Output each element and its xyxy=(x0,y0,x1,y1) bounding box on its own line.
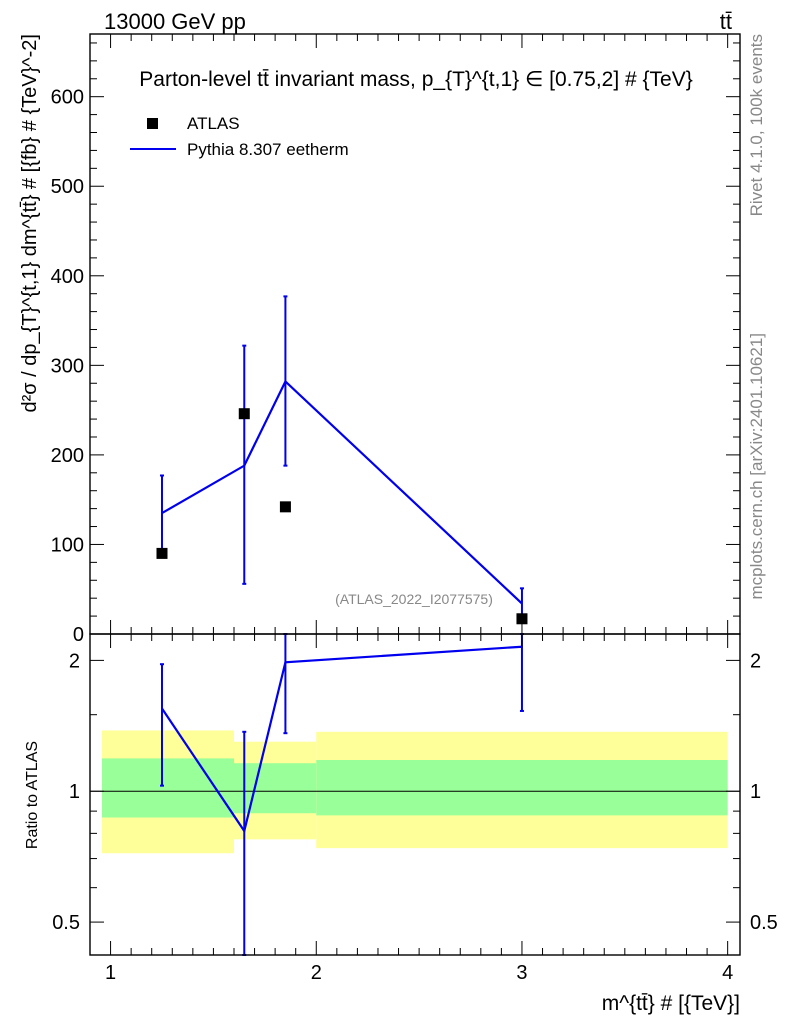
legend-atlas-label: ATLAS xyxy=(187,114,240,133)
atlas-data-point xyxy=(516,613,528,625)
main-y-tick-label: 0 xyxy=(73,624,84,646)
pythia-series-line xyxy=(161,379,523,605)
ratio-bands xyxy=(90,730,740,854)
energy-label: 13000 GeV pp xyxy=(104,9,246,34)
ratio-y-tick-label-right: 1 xyxy=(750,781,761,803)
uncertainty-band-green-1 xyxy=(233,763,317,814)
rivet-label: Rivet 4.1.0, 100k events xyxy=(747,34,766,216)
main-y-axis-label: d²σ / dp_{T}^{t,1} dm^{tt̄} # [{fb} # {T… xyxy=(19,34,41,413)
main-y-tick-label: 300 xyxy=(51,355,84,377)
ratio-panel-content xyxy=(159,633,524,956)
ratio-axes: 0.5 0.5 1 1 2 2 1 2 3 4 xyxy=(52,634,778,984)
ratio-y-tick-label-right: 0.5 xyxy=(750,912,778,934)
atlas-data-point xyxy=(156,547,168,559)
x-tick-label: 3 xyxy=(516,962,527,984)
x-tick-label: 1 xyxy=(105,962,116,984)
x-tick-label: 4 xyxy=(722,962,733,984)
main-y-tick-label: 400 xyxy=(51,266,84,288)
atlas-data-point xyxy=(238,408,250,420)
ratio-panel-frame xyxy=(89,633,741,956)
main-y-tick-label: 600 xyxy=(51,87,84,109)
ratio-y-tick-label-right: 2 xyxy=(750,650,761,672)
ratio-y-tick-label: 2 xyxy=(69,650,80,672)
main-y-tick-label: 500 xyxy=(51,176,84,198)
x-tick-label: 2 xyxy=(311,962,322,984)
ratio-series-line xyxy=(161,645,523,834)
ratio-y-tick-label: 0.5 xyxy=(52,912,80,934)
ratio-y-axis-label: Ratio to ATLAS xyxy=(24,741,41,849)
process-label: tt̄ xyxy=(720,9,732,34)
main-y-tick-label: 100 xyxy=(51,534,84,556)
analysis-watermark: (ATLAS_2022_I2077575) xyxy=(335,591,493,607)
uncertainty-band-green-2 xyxy=(316,759,728,816)
legend-atlas-marker xyxy=(147,118,158,129)
main-axes: 0 100 200 300 400 500 600 xyxy=(51,34,740,646)
uncertainty-band-green-0 xyxy=(102,758,234,818)
legend-pythia-label: Pythia 8.307 eetherm xyxy=(187,140,349,159)
ratio-y-tick-label: 1 xyxy=(69,781,80,803)
main-panel-content xyxy=(156,295,528,625)
atlas-data-point xyxy=(279,501,291,513)
legend: ATLAS Pythia 8.307 eetherm xyxy=(130,114,349,159)
source-label: mcplots.cern.ch [arXiv:2401.10621] xyxy=(747,333,766,599)
chart-title: Parton-level tt̄ invariant mass, p_{T}^{… xyxy=(139,68,692,91)
main-y-tick-label: 200 xyxy=(51,445,84,467)
x-axis-label: m^{tt̄} # [{TeV}] xyxy=(602,992,740,1015)
